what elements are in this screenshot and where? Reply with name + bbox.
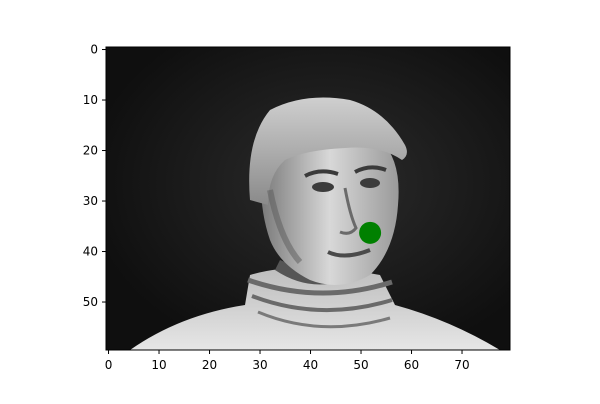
y-tick-label: 20 <box>83 144 98 158</box>
x-tick-label: 30 <box>252 358 267 372</box>
y-tick-label: 50 <box>83 295 98 309</box>
x-axis: 0 10 20 30 40 50 60 70 <box>105 350 470 372</box>
x-tick-label: 70 <box>454 358 469 372</box>
x-tick-label: 40 <box>303 358 318 372</box>
y-tick-label: 30 <box>83 194 98 208</box>
x-tick-label: 60 <box>404 358 419 372</box>
y-tick-label: 40 <box>83 245 98 259</box>
x-tick-label: 50 <box>353 358 368 372</box>
grayscale-portrait-image <box>106 47 510 350</box>
plot-frame <box>105 46 511 351</box>
y-tick-label: 0 <box>90 43 98 57</box>
y-axis: 0 10 20 30 40 50 <box>83 43 106 309</box>
keypoint-marker <box>359 221 382 244</box>
x-tick-label: 20 <box>202 358 217 372</box>
x-tick-label: 0 <box>105 358 113 372</box>
x-tick-label: 10 <box>151 358 166 372</box>
y-tick-label: 10 <box>83 93 98 107</box>
